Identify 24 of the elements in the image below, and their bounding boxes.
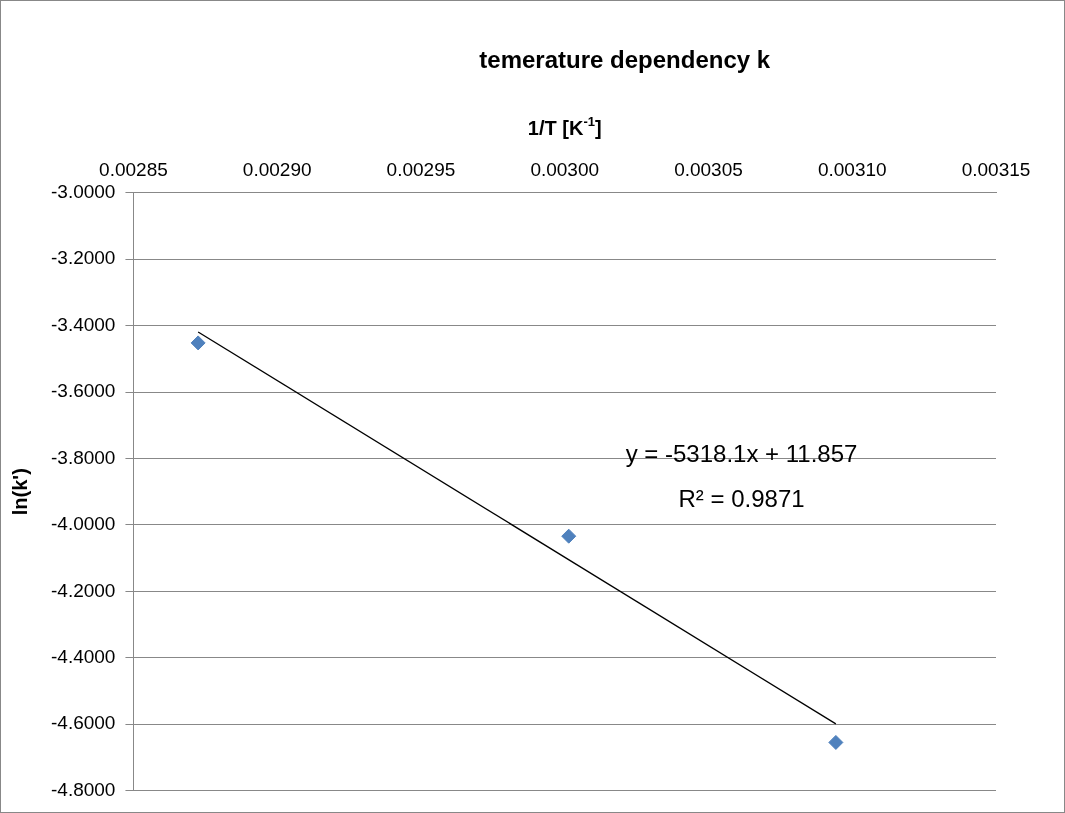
x-tick-label: 0.00305 — [674, 158, 743, 180]
point — [828, 734, 844, 750]
point — [561, 528, 577, 544]
x-tick-label: 0.00290 — [242, 158, 312, 180]
point — [190, 335, 206, 351]
y-tick-label: -4.8000 — [50, 778, 116, 800]
y-tick-label: -3.8000 — [50, 446, 116, 468]
y-tick-label: -3.6000 — [50, 380, 116, 402]
y-tick-label: -3.2000 — [50, 247, 116, 269]
x-tick-label: 0.00315 — [961, 158, 1031, 180]
annotation: y = -5318.1x + 11.857 — [625, 440, 858, 468]
y-tick-label: -4.4000 — [50, 645, 116, 667]
x-tick-label: 0.00300 — [530, 158, 600, 180]
y-axis-title: ln(k') — [8, 468, 31, 516]
x-tick-label: 0.00285 — [99, 158, 168, 180]
y-tick-label: -4.0000 — [50, 513, 116, 535]
y-tick-label: -4.6000 — [50, 712, 116, 734]
annotation: R² = 0.9871 — [678, 485, 805, 513]
y-tick-label: -3.0000 — [50, 181, 116, 203]
chart-title: temerature dependency k — [479, 45, 771, 73]
y-tick-label: -3.4000 — [50, 313, 116, 335]
x-tick-label: 0.00310 — [817, 158, 887, 180]
x-tick-label: 0.00295 — [386, 158, 456, 180]
y-tick-label: -4.2000 — [50, 579, 116, 601]
